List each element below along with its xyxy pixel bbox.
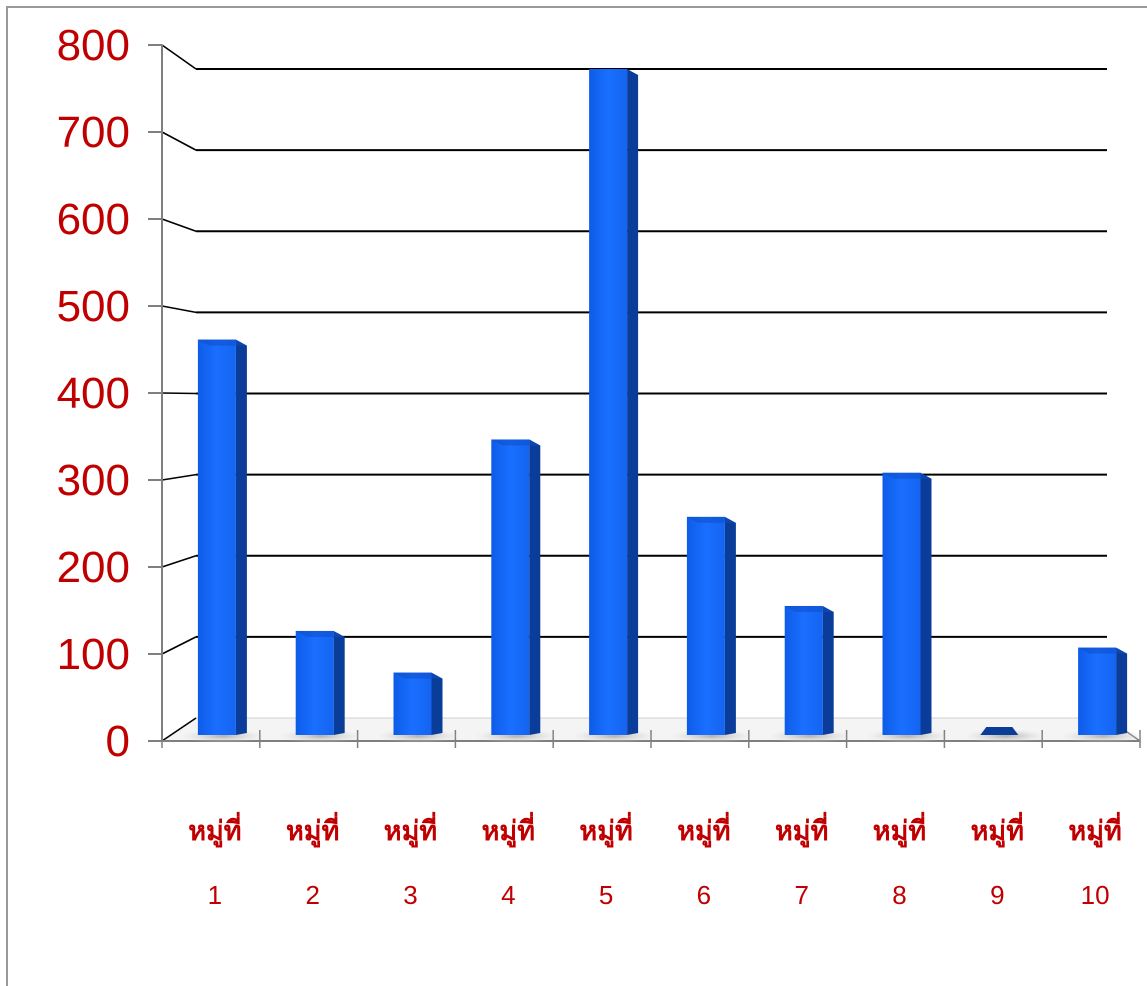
gridline-diagonal xyxy=(161,392,197,395)
bar xyxy=(295,630,334,735)
x-tick-number: 7 xyxy=(794,880,808,910)
y-tick-label: 500 xyxy=(57,282,130,331)
x-tick-label: หมู่ที่ xyxy=(971,811,1024,848)
bar-side xyxy=(431,672,443,735)
x-tick-label: หมู่ที่ xyxy=(775,811,828,848)
gridlines xyxy=(161,44,1107,742)
y-tick-label: 700 xyxy=(57,108,130,157)
gridline-diagonal xyxy=(161,717,197,742)
x-tick-label: หมู่ที่ xyxy=(1068,811,1121,848)
x-tick-label: หมู่ที่ xyxy=(286,811,339,848)
x-tick-number: 1 xyxy=(208,880,222,910)
bar xyxy=(393,672,432,735)
bar xyxy=(686,516,725,735)
bar-top xyxy=(393,672,443,679)
y-tick-label: 200 xyxy=(57,543,130,592)
bar-top xyxy=(784,605,834,612)
x-tick-number: 2 xyxy=(305,880,319,910)
bar-side xyxy=(627,69,639,735)
bar xyxy=(882,472,921,735)
x-tick-label: หมู่ที่ xyxy=(677,811,730,848)
bar-side xyxy=(822,605,834,735)
gridline-diagonal xyxy=(161,305,197,314)
x-tick-number: 10 xyxy=(1081,880,1110,910)
bar xyxy=(491,439,530,735)
bar-side xyxy=(235,339,247,735)
bar xyxy=(784,605,823,735)
bar xyxy=(1078,647,1117,735)
gridline-diagonal xyxy=(161,44,197,70)
x-tick-number: 4 xyxy=(501,880,515,910)
x-tick-number: 5 xyxy=(599,880,613,910)
x-tick-label: หมู่ที่ xyxy=(482,811,535,848)
gridline-diagonal xyxy=(161,636,197,655)
x-axis-labels: หมู่ที่ 1 หมู่ที่ 2 หมู่ที่ 3 หมู่ที่ 4 หมู่ที่ 5… xyxy=(188,811,1122,910)
bar-top xyxy=(686,516,736,523)
bar-top xyxy=(882,472,932,479)
bars xyxy=(180,69,1146,743)
y-tick-label: 400 xyxy=(57,369,130,418)
gridline-diagonal xyxy=(161,131,197,151)
x-tick-number: 3 xyxy=(403,880,417,910)
bar-side xyxy=(333,630,345,735)
x-tick-label: หมู่ที่ xyxy=(188,811,241,848)
gridline-diagonal xyxy=(161,554,197,568)
bar xyxy=(589,69,628,735)
y-tick-label: 800 xyxy=(57,21,130,70)
bar xyxy=(197,339,236,735)
bar-side xyxy=(920,472,932,735)
y-tick-label: 600 xyxy=(57,195,130,244)
bar xyxy=(980,727,1019,735)
chart-frame xyxy=(6,6,1147,986)
y-axis-ticks: 0 100 200 300 400 500 600 700 800 xyxy=(57,21,130,766)
bar-top xyxy=(295,630,345,637)
bar-top xyxy=(1078,647,1128,654)
bar-side xyxy=(724,516,736,735)
gridline-diagonal xyxy=(161,218,197,233)
bar-top xyxy=(197,339,247,346)
x-tick-label: หมู่ที่ xyxy=(579,811,632,848)
y-tick-label: 100 xyxy=(57,630,130,679)
x-tick-label: หมู่ที่ xyxy=(384,811,437,848)
bar-top xyxy=(491,439,541,446)
bar-side xyxy=(529,439,541,735)
bar-side xyxy=(1116,647,1128,735)
x-tick-number: 6 xyxy=(697,880,711,910)
x-tick-number: 8 xyxy=(892,880,906,910)
y-tick-label: 300 xyxy=(57,456,130,505)
gridline-diagonal xyxy=(161,473,197,481)
x-tick-label: หมู่ที่ xyxy=(873,811,926,848)
y-tick-label: 0 xyxy=(106,717,130,766)
x-tick-number: 9 xyxy=(990,880,1004,910)
